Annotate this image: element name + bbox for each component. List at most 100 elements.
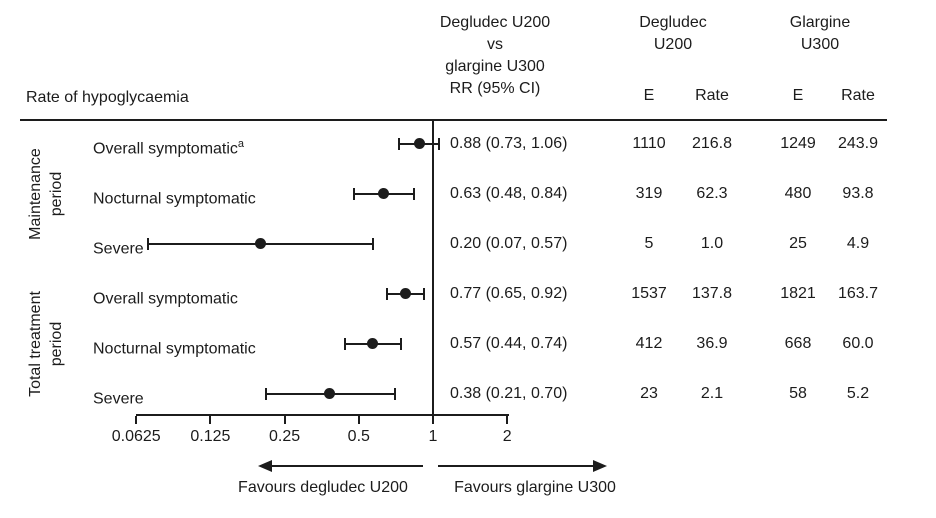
axis-tick-label: 0.5 [347,428,370,445]
rr-column-header: Degludec U200 vs glargine U300 RR (95% C… [409,12,581,100]
degludec-rate-value: 216.8 [691,135,733,152]
favours-left-label: Favours degludec U200 [238,479,408,496]
ci-cap-right [423,288,426,300]
forest-row: Severe 0.38 (0.21, 0.70) 23 2.1 58 5.2 [0,383,936,407]
axis-tick [135,416,138,424]
degludec-events-value: 23 [640,385,658,402]
glargine-events-value: 1821 [780,285,816,302]
axis-tick [357,416,360,424]
degludec-rate-header: Rate [695,87,729,104]
glargine-rate-value: 60.0 [842,335,874,352]
glargine-events-value: 58 [789,385,807,402]
axis-tick-label: 2 [502,428,512,445]
glargine-column-header-line: U300 [800,36,840,53]
favours-right-label: Favours glargine U300 [454,479,616,496]
degludec-events-header: E [643,87,655,104]
ci-cap-left [147,238,150,250]
row-label: Overall symptomatica [93,133,244,160]
degludec-rate-value: 1.0 [700,235,724,252]
forest-row: Overall symptomatic 0.77 (0.65, 0.92) 15… [0,283,936,307]
row-label: Severe [93,233,144,260]
row-label-superscript: a [237,138,245,150]
ci-cap-left [344,338,347,350]
row-label-text: Overall symptomatic [93,290,238,308]
degludec-rate-value: 137.8 [691,285,733,302]
glargine-events-value: 1249 [780,135,816,152]
degludec-events-value: 319 [635,185,663,202]
ci-cap-right [438,138,441,150]
degludec-rate-value: 62.3 [696,185,728,202]
axis-tick-label: 0.0625 [111,428,161,445]
row-label-text: Overall symptomatic [93,140,238,158]
ci-cap-left [353,188,356,200]
glargine-rate-value: 93.8 [842,185,874,202]
glargine-events-header: E [792,87,804,104]
reference-line [432,121,434,414]
glargine-rate-value: 163.7 [837,285,879,302]
rr-column-header-line: vs [487,36,503,53]
axis-tick [283,416,286,424]
rr-ci-value: 0.88 (0.73, 1.06) [450,135,568,152]
rr-ci-value: 0.63 (0.48, 0.84) [450,185,568,202]
ci-cap-left [385,288,388,300]
row-label-text: Severe [93,240,144,258]
point-estimate-dot [367,338,379,349]
axis-tick-label: 0.25 [269,428,301,445]
forest-row: Nocturnal symptomatic 0.57 (0.44, 0.74) … [0,333,936,357]
figure-title: Rate of hypoglycaemia [26,89,189,106]
axis-tick [432,416,434,424]
degludec-rate-value: 36.9 [696,335,728,352]
favours-right-arrow [438,460,607,472]
arrowhead-left-icon [258,460,272,472]
rr-ci-value: 0.20 (0.07, 0.57) [450,235,568,252]
point-estimate-dot [378,188,390,199]
glargine-column-header: Glargine U300 [759,12,881,56]
ci-cap-right [371,238,374,250]
row-label: Nocturnal symptomatic [93,183,256,210]
forest-row: Severe 0.20 (0.07, 0.57) 5 1.0 25 4.9 [0,233,936,257]
row-label: Severe [93,383,144,410]
glargine-rate-value: 5.2 [846,385,870,402]
forest-row: Nocturnal symptomatic 0.63 (0.48, 0.84) … [0,183,936,207]
arrow-shaft [438,465,595,467]
x-axis-line [136,414,509,416]
row-label: Nocturnal symptomatic [93,333,256,360]
ci-cap-left [264,388,267,400]
glargine-rate-header: Rate [841,87,875,104]
degludec-column-header-line: Degludec [639,14,707,31]
glargine-rate-value: 4.9 [846,235,870,252]
point-estimate-dot [323,388,335,399]
glargine-column-header-line: Glargine [789,14,851,31]
ci-cap-right [399,338,402,350]
degludec-column-header: Degludec U200 [612,12,734,56]
axis-tick [506,416,509,424]
arrowhead-right-icon [593,460,607,472]
arrow-shaft [270,465,423,467]
forest-row: Overall symptomatica 0.88 (0.73, 1.06) 1… [0,133,936,157]
point-estimate-dot [413,138,425,149]
axis-tick [209,416,212,424]
axis-tick-label: 1 [428,428,438,445]
row-label: Overall symptomatic [93,283,238,310]
row-label-text: Nocturnal symptomatic [93,340,256,358]
rr-ci-value: 0.57 (0.44, 0.74) [450,335,568,352]
degludec-column-header-line: U200 [653,36,693,53]
glargine-events-value: 25 [789,235,807,252]
degludec-events-value: 5 [644,235,654,252]
row-label-text: Severe [93,390,144,408]
axis-tick-label: 0.125 [190,428,231,445]
point-estimate-dot [255,238,267,249]
glargine-events-value: 668 [784,335,812,352]
degludec-events-value: 1110 [632,135,666,152]
glargine-events-value: 480 [784,185,812,202]
glargine-rate-value: 243.9 [837,135,879,152]
degludec-rate-value: 2.1 [700,385,724,402]
header-rule [20,119,887,121]
ci-cap-right [413,188,416,200]
rr-column-header-line: glargine U300 [445,58,545,75]
rr-column-header-line: RR (95% CI) [449,80,541,97]
degludec-events-value: 1537 [631,285,667,302]
ci-cap-right [393,388,396,400]
degludec-events-value: 412 [635,335,663,352]
